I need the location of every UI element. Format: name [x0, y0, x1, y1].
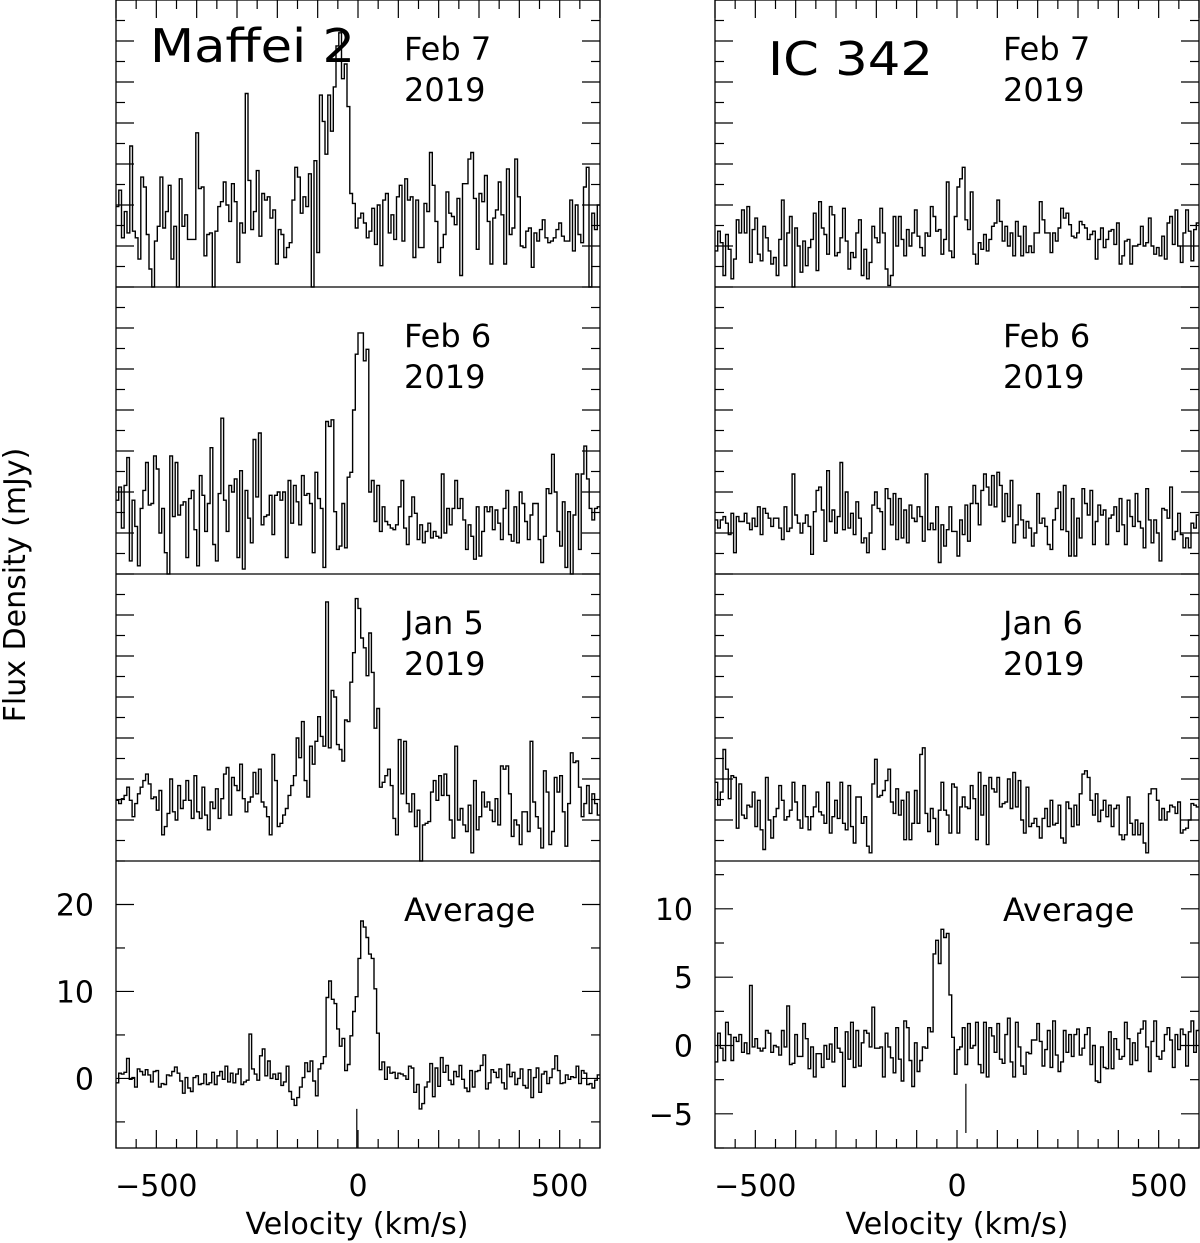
spectrum-right-2	[715, 747, 1199, 854]
spectrum-left-1	[116, 332, 600, 575]
panel-label-date: Feb 7	[404, 30, 491, 68]
panel-label-date: Feb 6	[404, 317, 491, 355]
y-tick-label-right: 0	[674, 1030, 693, 1065]
panel-label-date: Average	[404, 891, 535, 929]
spectrum-left-2	[116, 597, 600, 862]
panel-label-year: 2019	[1003, 645, 1084, 683]
panel-label-date: Jan 5	[402, 604, 484, 642]
panel-label-date: Feb 7	[1003, 30, 1090, 68]
y-axis-label: Flux Density (mJy)	[0, 448, 33, 723]
panel-label-date: Feb 6	[1003, 317, 1090, 355]
panel-label-year: 2019	[1003, 71, 1084, 109]
x-tick-label-left: −500	[115, 1169, 197, 1204]
panel-label-year: 2019	[1003, 358, 1084, 396]
panel-label-date: Jan 6	[1001, 604, 1083, 642]
source-name-right: IC 342	[768, 32, 933, 86]
x-tick-label-right: −500	[714, 1169, 796, 1204]
spectrum-left-0	[116, 32, 600, 288]
spectrum-right-0	[715, 166, 1199, 288]
x-tick-label-right: 0	[947, 1169, 966, 1204]
y-tick-label-right: 10	[655, 893, 693, 928]
x-axis-label-right: Velocity (km/s)	[846, 1207, 1069, 1242]
spectrum-right-1	[715, 461, 1199, 564]
y-tick-label-left: 20	[56, 888, 94, 923]
y-tick-label-right: −5	[649, 1098, 693, 1133]
x-axis-label-left: Velocity (km/s)	[246, 1207, 469, 1242]
panel-label-year: 2019	[404, 71, 485, 109]
x-tick-label-left: 0	[348, 1169, 367, 1204]
panel-label-year: 2019	[404, 358, 485, 396]
spectrum-right-3	[715, 928, 1199, 1088]
y-tick-label-right: 5	[674, 961, 693, 996]
y-tick-label-left: 10	[56, 975, 94, 1010]
y-tick-label-left: 0	[75, 1062, 94, 1097]
panel-label-year: 2019	[404, 645, 485, 683]
panel-label-date: Average	[1003, 891, 1134, 929]
spectrum-left-3	[116, 920, 600, 1110]
x-tick-label-left: 500	[531, 1169, 588, 1204]
source-name-left: Maffei 2	[150, 19, 355, 73]
x-tick-label-right: 500	[1130, 1169, 1187, 1204]
